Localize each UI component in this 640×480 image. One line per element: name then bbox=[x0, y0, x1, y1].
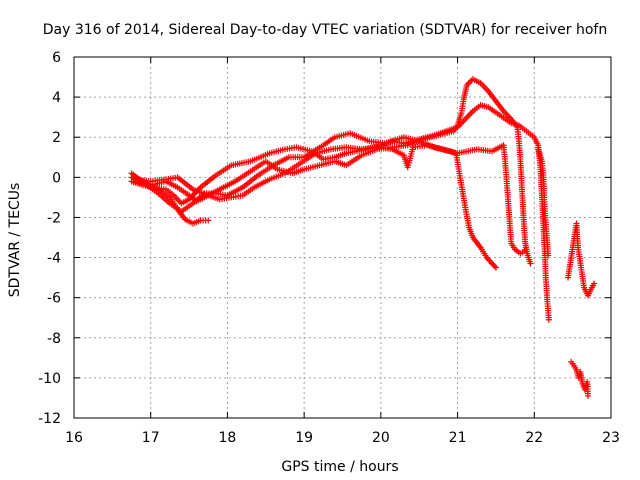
y-tick-label: -4 bbox=[47, 251, 61, 267]
x-tick-label: 21 bbox=[449, 430, 467, 446]
track-4-point bbox=[491, 263, 498, 270]
track-1-point bbox=[205, 217, 212, 224]
track-6-point bbox=[545, 252, 552, 259]
y-tick-label: 2 bbox=[52, 130, 61, 146]
x-tick-label: 22 bbox=[525, 430, 543, 446]
track-7-point bbox=[591, 280, 598, 287]
track-5-point bbox=[523, 246, 530, 253]
data-points bbox=[128, 76, 598, 399]
x-tick-label: 16 bbox=[65, 430, 83, 446]
y-tick-label: -10 bbox=[38, 371, 61, 387]
y-tick-label: -12 bbox=[38, 411, 61, 427]
x-tick-label: 19 bbox=[295, 430, 313, 446]
y-tick-label: 0 bbox=[52, 170, 61, 186]
x-tick-label: 17 bbox=[142, 430, 160, 446]
x-tick-label: 20 bbox=[372, 430, 390, 446]
track-2-point bbox=[545, 316, 552, 323]
x-axis-label: GPS time / hours bbox=[281, 459, 398, 475]
y-tick-label: -8 bbox=[47, 331, 61, 347]
y-axis-label: SDTVAR / TECUs bbox=[7, 183, 23, 298]
x-tick-label: 18 bbox=[219, 430, 237, 446]
plot-frame bbox=[73, 56, 612, 419]
track-8-point bbox=[584, 392, 591, 399]
y-tick-label: 6 bbox=[52, 50, 61, 66]
axis-ticks: 16 17 18 19 20 21 22 23 -12 -10 -8 -6 -4 -2 0 2 4 6 bbox=[38, 50, 620, 446]
y-tick-label: -2 bbox=[47, 210, 61, 226]
track-3-point bbox=[527, 260, 534, 267]
y-tick-label: -6 bbox=[47, 291, 61, 307]
chart-title: Day 316 of 2014, Sidereal Day-to-day VTE… bbox=[43, 22, 607, 38]
grid-lines bbox=[74, 57, 611, 418]
y-tick-label: 4 bbox=[52, 90, 61, 106]
track-4-point bbox=[492, 264, 499, 271]
x-tick-label: 23 bbox=[602, 430, 620, 446]
